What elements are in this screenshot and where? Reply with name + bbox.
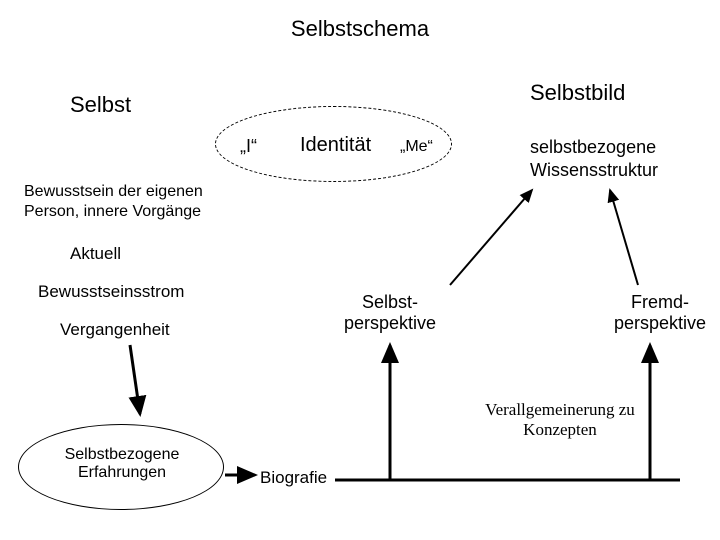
label-i: „I“: [240, 136, 257, 157]
label-selbstbild: Selbstbild: [530, 80, 625, 106]
fremdpersp-to-wissensstruktur: [610, 190, 638, 285]
label-verallgemeinerung: Verallgemeinerung zu Konzepten: [460, 400, 660, 440]
diagram-stage: Selbstschema Selbst Selbstbild „I“ Ident…: [0, 0, 720, 540]
diagram-title: Selbstschema: [0, 16, 720, 42]
label-bewusstsein-desc: Bewusstsein der eigenen Person, innere V…: [24, 182, 203, 222]
label-erfahrungen: Selbstbezogene Erfahrungen: [52, 446, 192, 482]
label-wissensstruktur: selbstbezogene Wissensstruktur: [530, 136, 658, 181]
label-selbst: Selbst: [70, 92, 131, 118]
label-selbstperspektive: Selbst- perspektive: [330, 292, 450, 334]
label-identitaet: Identität: [300, 134, 371, 157]
label-biografie: Biografie: [260, 468, 327, 488]
label-bewusstseinsstrom: Bewusstseinsstrom: [38, 282, 184, 302]
vergangenheit-to-erfahrungen: [130, 345, 140, 414]
label-fremdperspektive: Fremd- perspektive: [610, 292, 710, 334]
selbstpersp-to-wissensstruktur: [450, 190, 532, 285]
label-aktuell: Aktuell: [70, 244, 121, 264]
label-vergangenheit: Vergangenheit: [60, 320, 170, 340]
label-me: „Me“: [400, 138, 433, 156]
